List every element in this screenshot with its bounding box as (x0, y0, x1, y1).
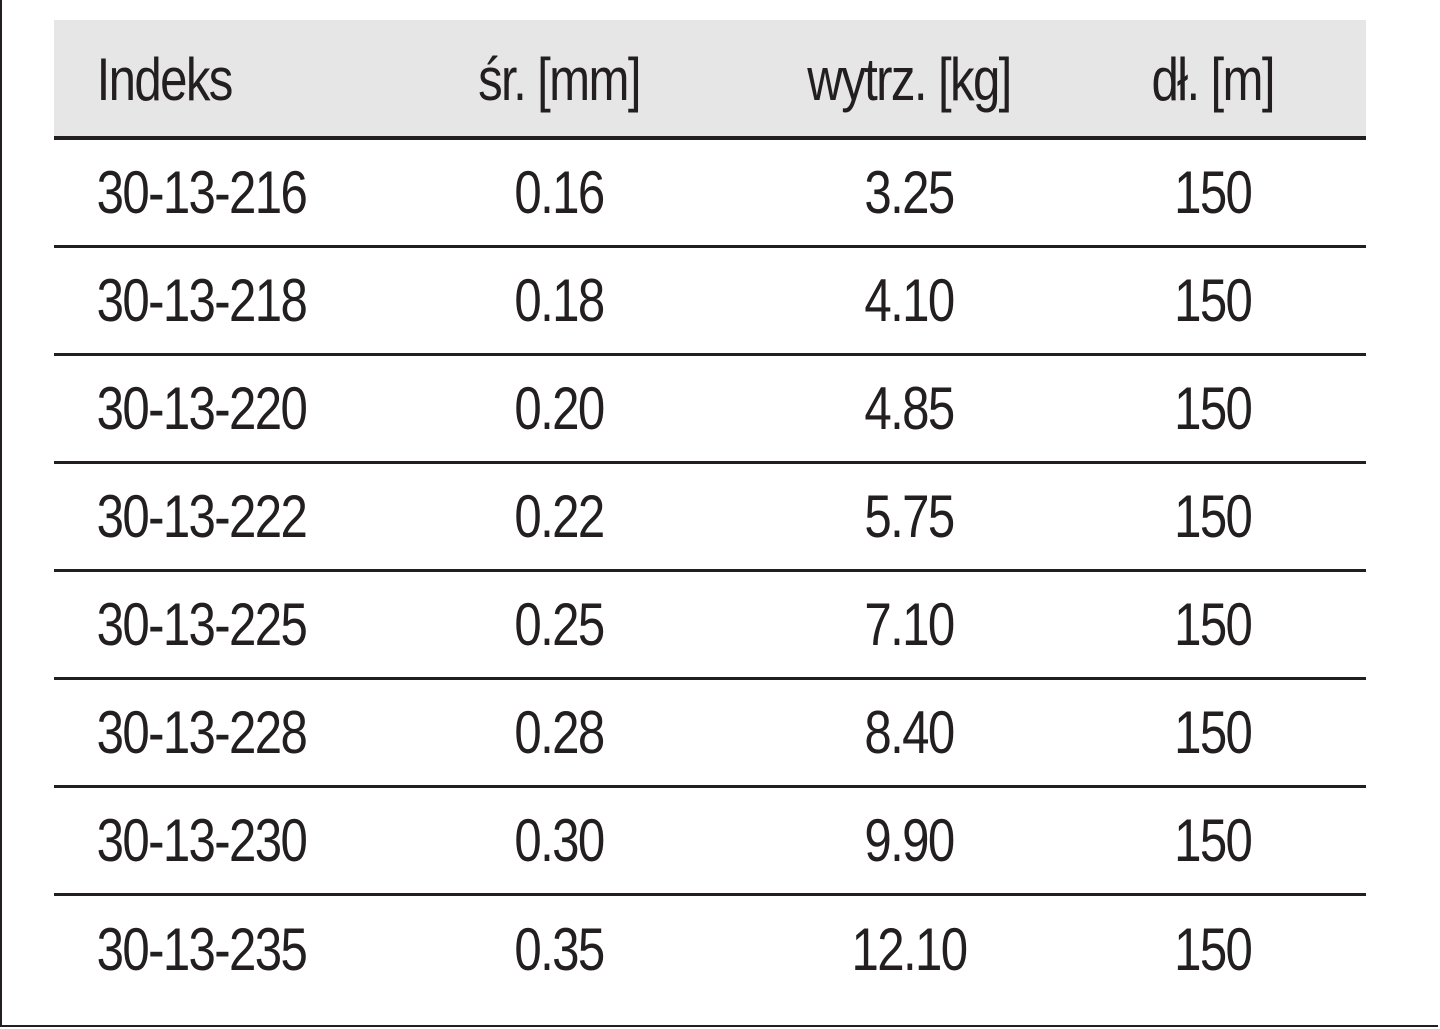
cell-index: 30-13-225 (96, 590, 308, 658)
cell-diameter: 0.25 (514, 590, 605, 658)
cell-strength: 9.90 (864, 806, 955, 874)
cell-strength: 4.85 (864, 374, 955, 442)
cell-diameter: 0.30 (514, 806, 605, 874)
cell-diameter: 0.18 (514, 266, 605, 334)
cell-length: 150 (1174, 916, 1253, 983)
table-row: 30-13-216 0.16 3.25 150 (54, 140, 1366, 248)
cell-diameter: 0.22 (514, 482, 605, 550)
cell-diameter: 0.16 (514, 158, 605, 226)
table-row: 30-13-230 0.30 9.90 150 (54, 788, 1366, 896)
table-row: 30-13-220 0.20 4.85 150 (54, 356, 1366, 464)
cell-strength: 8.40 (864, 698, 955, 766)
cell-index: 30-13-222 (96, 482, 308, 550)
column-header-indeks: Indeks (96, 46, 234, 113)
cell-index: 30-13-230 (96, 806, 308, 874)
cell-strength: 4.10 (864, 266, 955, 334)
cell-length: 150 (1174, 266, 1253, 334)
table-row: 30-13-228 0.28 8.40 150 (54, 680, 1366, 788)
cell-length: 150 (1174, 698, 1253, 766)
column-header-diameter: śr. [mm] (478, 46, 641, 113)
cell-strength: 12.10 (851, 916, 969, 983)
cell-index: 30-13-235 (96, 916, 308, 983)
column-header-length: dł. [m] (1151, 46, 1275, 113)
cell-index: 30-13-216 (96, 158, 308, 226)
table-header-row: Indeks śr. [mm] wytrz. [kg] dł. [m] (54, 20, 1366, 140)
spec-table: Indeks śr. [mm] wytrz. [kg] dł. [m] 30-1… (54, 20, 1366, 1004)
cell-index: 30-13-220 (96, 374, 308, 442)
table-row: 30-13-222 0.22 5.75 150 (54, 464, 1366, 572)
cell-diameter: 0.20 (514, 374, 605, 442)
cell-diameter: 0.28 (514, 698, 605, 766)
cell-length: 150 (1174, 374, 1253, 442)
cell-diameter: 0.35 (514, 916, 605, 983)
cell-strength: 3.25 (864, 158, 955, 226)
table-row: 30-13-218 0.18 4.10 150 (54, 248, 1366, 356)
cell-length: 150 (1174, 482, 1253, 550)
cell-index: 30-13-218 (96, 266, 308, 334)
column-header-strength: wytrz. [kg] (807, 46, 1012, 113)
cell-length: 150 (1174, 158, 1253, 226)
table-row: 30-13-225 0.25 7.10 150 (54, 572, 1366, 680)
cell-strength: 7.10 (864, 590, 955, 658)
cell-index: 30-13-228 (96, 698, 308, 766)
table-row: 30-13-235 0.35 12.10 150 (54, 896, 1366, 1004)
cell-length: 150 (1174, 806, 1253, 874)
cell-strength: 5.75 (864, 482, 955, 550)
cell-length: 150 (1174, 590, 1253, 658)
